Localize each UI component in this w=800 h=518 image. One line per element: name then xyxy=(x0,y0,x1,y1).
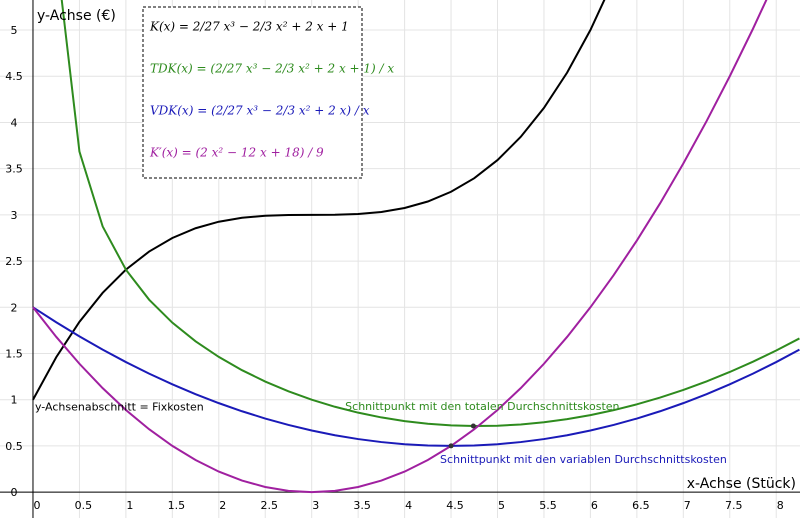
y-tick-label: 0 xyxy=(11,486,18,499)
curve xyxy=(32,0,606,401)
x-tick-label: 0 xyxy=(33,499,40,512)
y-axis-title: y-Achse (€) xyxy=(37,8,116,24)
x-tick-label: 4 xyxy=(405,499,412,512)
x-tick-label: 5 xyxy=(498,499,505,512)
x-tick-label: 3 xyxy=(312,499,319,512)
x-axis-title: x-Achse (Stück) xyxy=(687,476,796,492)
legend-entry: K′(x) = (2 x² − 12 x + 18) / 9 xyxy=(149,146,324,160)
x-tick-label: 0.5 xyxy=(75,499,93,512)
curve xyxy=(60,0,800,428)
intersection-point xyxy=(448,443,454,449)
y-tick-label: 3 xyxy=(11,209,18,222)
x-tick-label: 7 xyxy=(684,499,691,512)
labels: 0 0.5 1 1.5 2 2.5 3 3.5 4 4.5 5 5.5 6 6.5 7 7.5 8 0 0.5 1 1.… xyxy=(5,6,796,512)
legend-entry: TDK(x) = (2/27 x³ − 2/3 x² + 2 x + 1) / … xyxy=(150,62,394,76)
y-tick-label: 2.5 xyxy=(5,255,23,268)
intersection-point xyxy=(470,423,476,429)
curve xyxy=(32,306,800,447)
curves xyxy=(32,0,800,494)
y-tick-label: 0.5 xyxy=(5,440,23,453)
annotation: Schnittpunkt mit den totalen Durchschnit… xyxy=(345,400,619,413)
x-tick-label: 4.5 xyxy=(446,499,464,512)
y-tick-label: 1 xyxy=(11,394,18,407)
x-tick-label: 6 xyxy=(591,499,598,512)
y-tick-label: 1.5 xyxy=(5,347,23,360)
x-tick-label: 1.5 xyxy=(168,499,186,512)
x-tick-label: 8 xyxy=(777,499,784,512)
y-tick-label: 3.5 xyxy=(5,163,23,176)
x-tick-label: 6.5 xyxy=(632,499,650,512)
legend-entry: VDK(x) = (2/27 x³ − 2/3 x² + 2 x) / x xyxy=(150,104,370,118)
y-tick-label: 5 xyxy=(11,24,18,37)
x-tick-label: 7.5 xyxy=(725,499,743,512)
annotation: Schnittpunkt mit den variablen Durchschn… xyxy=(440,453,727,466)
y-tick-label: 2 xyxy=(11,301,18,314)
y-tick-label: 4.5 xyxy=(5,70,23,83)
annotation: y-Achsenabschnitt = Fixkosten xyxy=(35,401,204,414)
legend-box xyxy=(142,6,363,179)
curve xyxy=(32,0,768,494)
legend-entry: K(x) = 2/27 x³ − 2/3 x² + 2 x + 1 xyxy=(149,20,349,34)
x-tick-label: 3.5 xyxy=(353,499,371,512)
x-tick-label: 1 xyxy=(126,499,133,512)
x-tick-label: 2 xyxy=(219,499,226,512)
x-tick-label: 5.5 xyxy=(539,499,557,512)
x-tick-label: 2.5 xyxy=(260,499,278,512)
y-tick-label: 4 xyxy=(11,116,18,129)
